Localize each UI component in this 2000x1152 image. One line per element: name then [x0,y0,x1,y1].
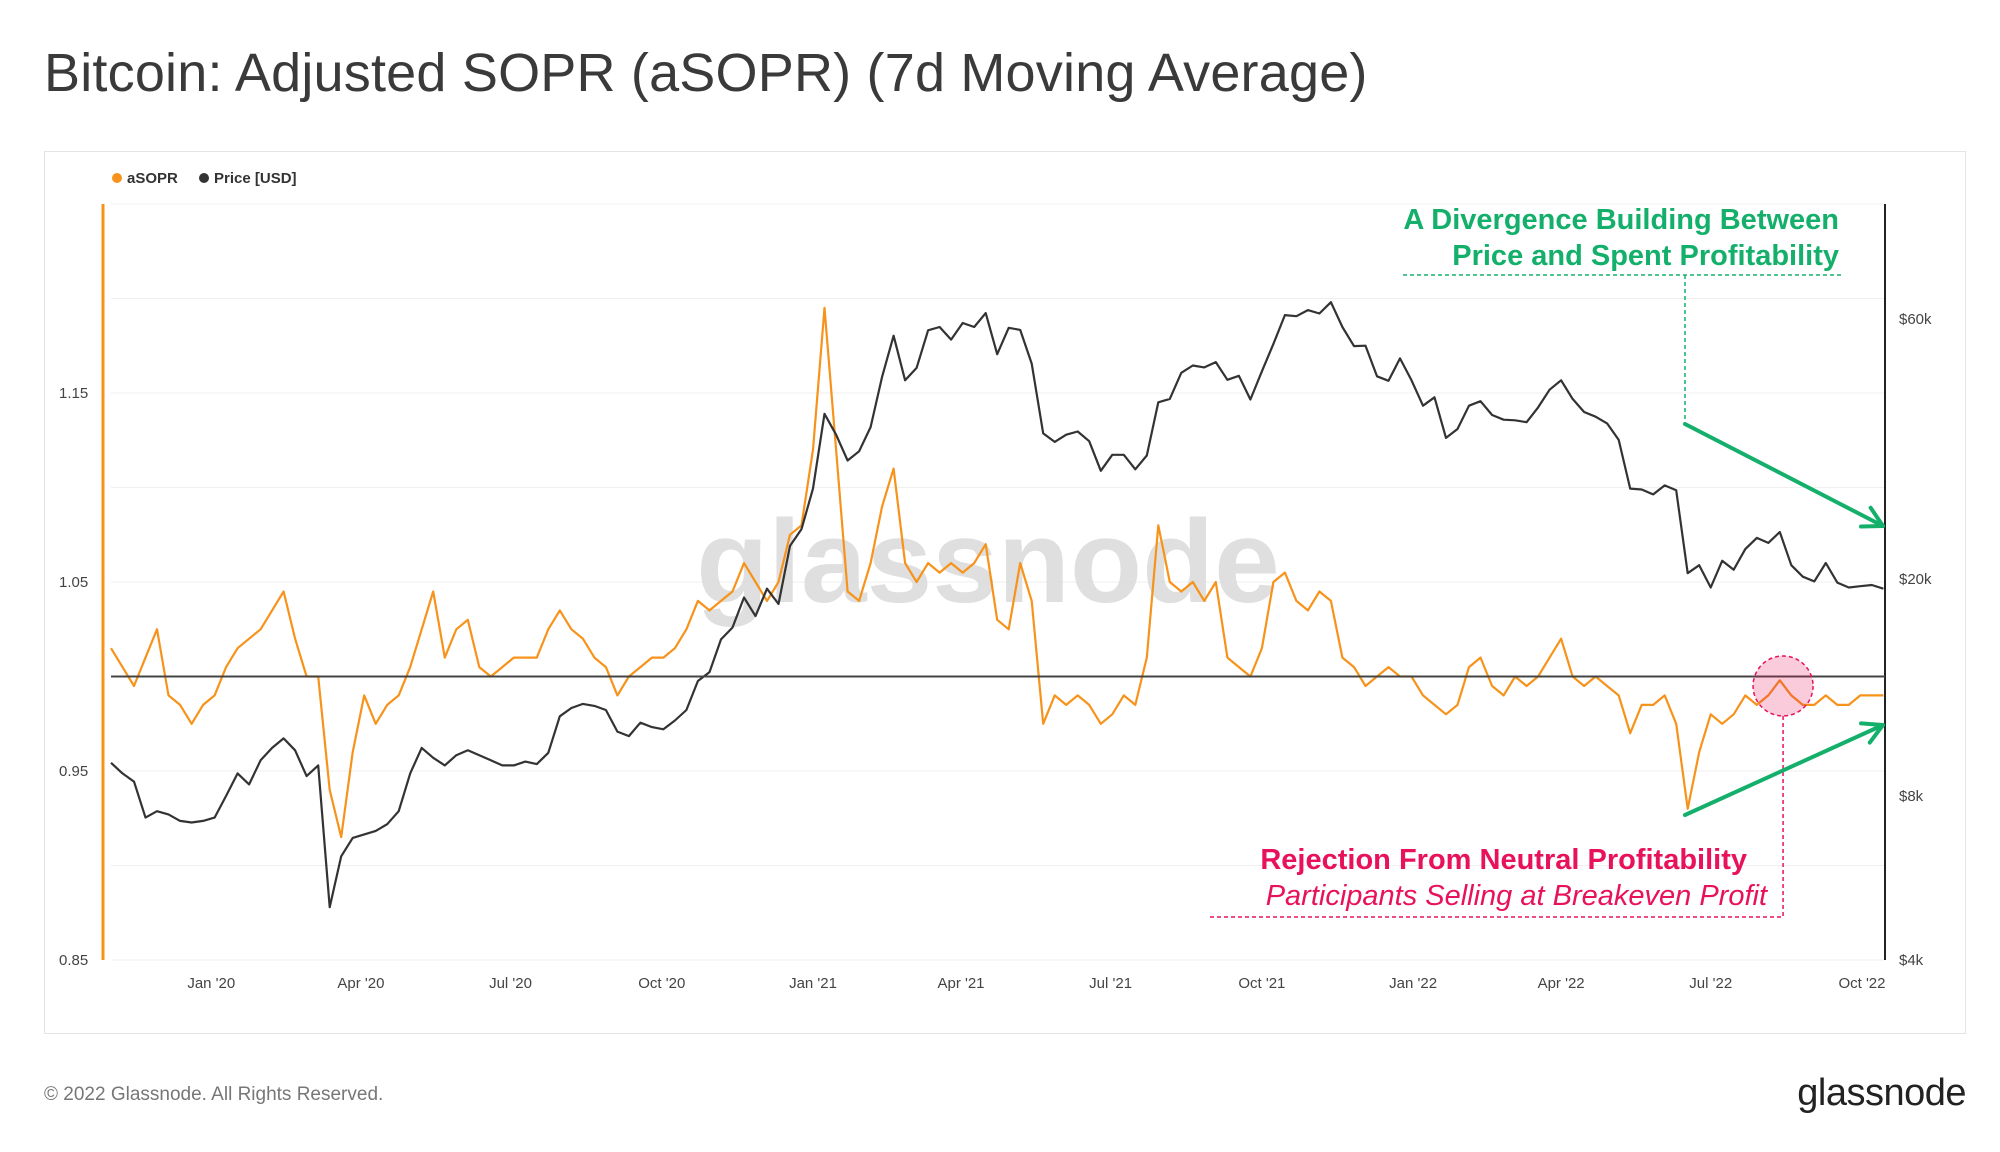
right-tick-label: $4k [1899,952,1924,969]
x-tick-label: Apr '20 [337,975,384,992]
left-tick-label: 0.85 [59,952,88,969]
legend-label: aSOPR [127,170,178,187]
x-tick-label: Oct '20 [638,975,685,992]
glassnode-logo[interactable]: glassnode [1797,1072,1966,1114]
divergence-annotation-line1: A Divergence Building Between [1403,204,1839,236]
rejection-annotation-line2: Participants Selling at Breakeven Profit [1265,880,1767,912]
chart-svg: glassnode0.850.951.051.15$4k$8k$20k$60kJ… [59,170,1932,992]
chart-frame: glassnode 0.85 0.95 1.05 1.15 $4k $8k $20k $60k J… [44,151,1966,1034]
highlight-circle [1752,655,1814,717]
left-tick-label: 0.95 [59,763,88,780]
legend-label: Price [USD] [214,170,297,187]
x-tick-label: Jan '21 [789,975,837,992]
legend-marker [112,173,122,183]
x-tick-label: Oct '22 [1838,975,1885,992]
right-tick-label: $20k [1899,571,1932,588]
legend-marker [199,173,209,183]
x-tick-label: Apr '22 [1538,975,1585,992]
rejection-annotation-line1: Rejection From Neutral Profitability [1260,844,1747,876]
price-series-line [110,301,1884,909]
x-tick-label: Jul '20 [489,975,532,992]
right-tick-label: $60k [1899,311,1932,328]
footer-copyright: © 2022 Glassnode. All Rights Reserved. [44,1084,384,1105]
x-tick-label: Jul '21 [1089,975,1132,992]
arrow-price-down-head [1859,505,1885,529]
page-title: Bitcoin: Adjusted SOPR (aSOPR) (7d Movin… [44,43,1368,103]
divergence-annotation-line2: Price and Spent Profitability [1452,240,1839,272]
x-tick-label: Oct '21 [1238,975,1285,992]
arrow-asopr-up-head [1859,721,1885,745]
left-tick-label: 1.15 [59,385,88,402]
x-tick-label: Jul '22 [1689,975,1732,992]
right-tick-label: $8k [1899,788,1924,805]
x-tick-label: Jan '20 [187,975,235,992]
x-tick-label: Jan '22 [1389,975,1437,992]
arrow-price-down [1683,422,1885,528]
arrow-asopr-up [1683,723,1885,817]
x-tick-label: Apr '21 [937,975,984,992]
left-tick-label: 1.05 [59,574,88,591]
